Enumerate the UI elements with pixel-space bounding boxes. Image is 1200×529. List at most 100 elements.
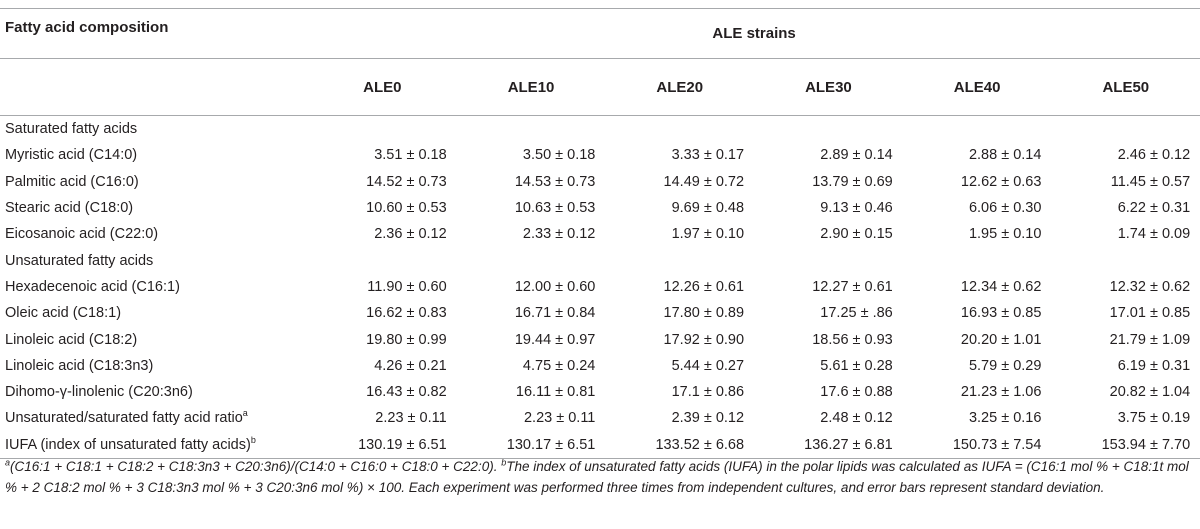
value-cell: 12.26 ± 0.61	[663, 278, 745, 295]
section-label: Unsaturated fatty acids	[0, 247, 308, 273]
row-label-text: Dihomo-γ-linolenic (C20:3n6)	[5, 384, 193, 401]
row-label-text: Eicosanoic acid (C22:0)	[5, 226, 159, 243]
table-row: IUFA (index of unsaturated fatty acids)b…	[0, 431, 1200, 459]
value-cell: 2.88 ± 0.14	[968, 147, 1042, 164]
row-label: Oleic acid (C18:1)	[0, 300, 308, 326]
header-spacer	[0, 58, 308, 116]
value-cell: 2.46 ± 0.12	[1117, 147, 1191, 164]
value-cell	[605, 247, 754, 273]
value-cell	[308, 116, 457, 143]
row-label-text: Linoleic acid (C18:3n3)	[5, 357, 154, 374]
value-cell	[1051, 247, 1200, 273]
value-cell	[903, 116, 1052, 143]
value-cell: 1.74 ± 0.09	[1117, 226, 1191, 243]
value-cell: 2.48 ± 0.12	[820, 410, 893, 427]
footnote-marker: b	[250, 434, 256, 445]
value-cell: 4.75 ± 0.24	[522, 357, 596, 374]
value-cell: 3.50 ± 0.18	[522, 147, 596, 164]
value-cell: 6.06 ± 0.30	[968, 200, 1042, 217]
value-cell	[754, 116, 903, 143]
row-label-text: Unsaturated/saturated fatty acid ratio	[5, 410, 243, 427]
value-cell: 12.32 ± 0.62	[1109, 278, 1191, 295]
value-cell: 2.39 ± 0.12	[671, 410, 745, 427]
footnote-a-text: (C16:1 + C18:1 + C18:2 + C18:3n3 + C20:3…	[10, 459, 502, 474]
table-row: Oleic acid (C18:1) 16.62 ± 0.83 16.71 ± 0.…	[0, 300, 1200, 326]
value-cell: 9.13 ± 0.46	[820, 200, 893, 217]
value-cell: 12.34 ± 0.62	[960, 278, 1042, 295]
value-cell: 16.43 ± 0.82	[366, 384, 447, 401]
value-cell: 2.90 ± 0.15	[820, 226, 893, 243]
row-label-text: Saturated fatty acids	[5, 121, 138, 138]
value-cell: 2.23 ± 0.11	[375, 410, 447, 427]
value-cell: 13.79 ± 0.69	[812, 173, 893, 190]
table-body: Saturated fatty acids Myristic acid (C14:…	[0, 116, 1200, 459]
value-cell: 11.45 ± 0.57	[1110, 173, 1191, 190]
value-cell: 3.25 ± 0.16	[968, 410, 1042, 427]
table-row: Linoleic acid (C18:3n3) 4.26 ± 0.21 4.75 ±…	[0, 353, 1200, 379]
value-cell: 4.26 ± 0.21	[374, 357, 447, 374]
value-cell: 133.52 ± 6.68	[605, 431, 755, 459]
fatty-acid-table: Fatty acid composition ALE strains ALE0 …	[0, 8, 1200, 459]
value-cell: 6.19 ± 0.31	[1117, 357, 1191, 374]
table-row: Linoleic acid (C18:2) 19.80 ± 0.99 19.44 ±…	[0, 326, 1200, 352]
value-cell	[457, 247, 606, 273]
value-cell: 2.33 ± 0.12	[522, 226, 596, 243]
row-label-text: Myristic acid (C14:0)	[5, 147, 138, 164]
strain-header: ALE30	[754, 58, 903, 116]
value-cell: 12.00 ± 0.60	[514, 278, 596, 295]
value-cell: 17.80 ± 0.89	[663, 305, 745, 322]
value-cell: 16.11 ± 0.81	[515, 384, 596, 401]
row-label-text: Palmitic acid (C16:0)	[5, 173, 139, 190]
value-cell: 17.01 ± 0.85	[1109, 305, 1191, 322]
value-cell: 9.69 ± 0.48	[671, 200, 745, 217]
value-cell	[457, 116, 606, 143]
row-label-text: Unsaturated fatty acids	[5, 252, 154, 269]
value-cell	[903, 247, 1052, 273]
value-cell: 130.19 ± 6.51	[308, 431, 457, 459]
value-cell: 5.79 ± 0.29	[968, 357, 1042, 374]
value-cell: 10.63 ± 0.53	[514, 200, 596, 217]
value-cell: 2.23 ± 0.11	[523, 410, 596, 427]
value-cell: 136.27 ± 6.81	[754, 431, 903, 459]
strain-header: ALE20	[605, 58, 755, 116]
value-cell	[605, 116, 754, 143]
row-label: Dihomo-γ-linolenic (C20:3n6)	[0, 379, 308, 405]
row-label: Unsaturated/saturated fatty acid ratioa	[0, 405, 308, 431]
value-cell: 20.20 ± 1.01	[960, 331, 1042, 348]
section-row: Unsaturated fatty acids	[0, 247, 1200, 273]
value-cell: 153.94 ± 7.70	[1051, 431, 1200, 459]
value-cell: 14.49 ± 0.72	[663, 173, 745, 190]
row-label-text: Oleic acid (C18:1)	[5, 305, 122, 322]
value-cell: 16.62 ± 0.83	[366, 305, 447, 322]
table-row: Eicosanoic acid (C22:0) 2.36 ± 0.12 2.33 ±…	[0, 221, 1200, 247]
footnote-b-text: The index of unsaturated fatty acids (IU…	[5, 459, 1189, 495]
footnote-a-marker: a	[5, 457, 11, 468]
value-cell: 3.75 ± 0.19	[1117, 410, 1191, 427]
value-cell: 12.27 ± 0.61	[812, 278, 893, 295]
row-label: Palmitic acid (C16:0)	[0, 169, 308, 195]
value-cell: 3.33 ± 0.17	[671, 147, 745, 164]
value-cell: 10.60 ± 0.53	[366, 200, 447, 217]
row-label-text: Linoleic acid (C18:2)	[5, 331, 138, 348]
value-cell: 20.82 ± 1.04	[1109, 384, 1191, 401]
value-cell: 5.44 ± 0.27	[671, 357, 745, 374]
value-cell: 19.44 ± 0.97	[514, 331, 596, 348]
value-cell: 2.36 ± 0.12	[374, 226, 447, 243]
row-label: Hexadecenoic acid (C16:1)	[0, 274, 308, 300]
table-row: Dihomo-γ-linolenic (C20:3n6) 16.43 ± 0.82…	[0, 379, 1200, 405]
value-cell: 1.95 ± 0.10	[968, 226, 1042, 243]
value-cell: 150.73 ± 7.54	[902, 431, 1052, 459]
value-cell	[1051, 116, 1200, 143]
value-cell: 3.51 ± 0.18	[374, 147, 447, 164]
value-cell: 21.23 ± 1.06	[960, 384, 1042, 401]
value-cell: 17.92 ± 0.90	[663, 331, 745, 348]
row-label-text: Stearic acid (C18:0)	[5, 200, 134, 217]
value-cell: 14.53 ± 0.73	[514, 173, 596, 190]
value-cell: 17.1 ± 0.86	[671, 384, 745, 401]
first-column-header: Fatty acid composition	[0, 8, 308, 59]
value-cell: 12.62 ± 0.63	[960, 173, 1042, 190]
value-cell: 5.61 ± 0.28	[820, 357, 893, 374]
section-row: Saturated fatty acids	[0, 116, 1200, 143]
value-cell: 17.25 ± .86	[820, 305, 893, 322]
